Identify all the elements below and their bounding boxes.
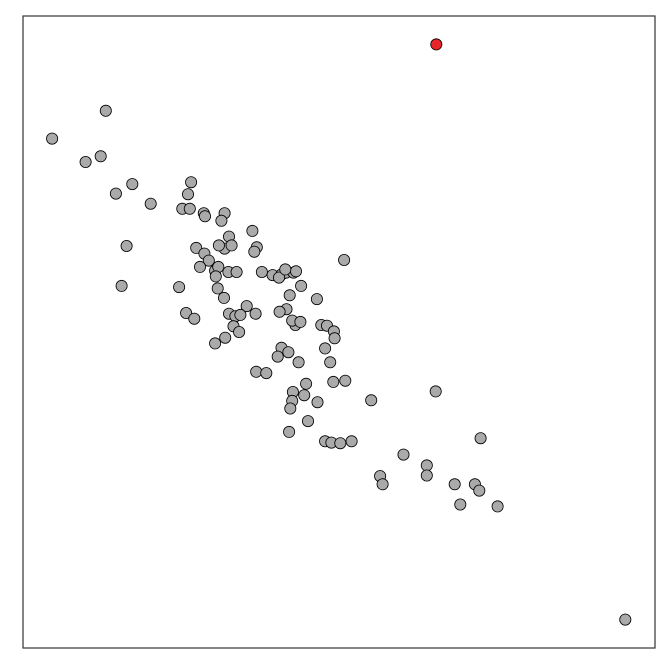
scatter-point <box>319 342 332 355</box>
scatter-point <box>183 202 196 215</box>
scatter-point <box>120 239 133 252</box>
scatter-point <box>198 210 211 223</box>
scatter-point <box>454 498 467 511</box>
scatter-point <box>294 315 307 328</box>
scatter-point <box>301 415 314 428</box>
scatter-point <box>271 350 284 363</box>
scatter-point <box>289 265 302 278</box>
scatter-point <box>284 402 297 415</box>
scatter-point <box>246 224 259 237</box>
scatter-point <box>202 254 215 267</box>
scatter-point <box>429 385 442 398</box>
scatter-point <box>230 265 243 278</box>
scatter-point <box>212 239 225 252</box>
scatter-point <box>345 435 358 448</box>
scatter-point <box>99 104 112 117</box>
scatter-point <box>397 448 410 461</box>
scatter-point <box>338 253 351 266</box>
scatter-point <box>209 270 222 283</box>
scatter-point <box>273 305 286 318</box>
scatter-point <box>448 478 461 491</box>
scatter-point <box>249 307 262 320</box>
scatter-point <box>474 432 487 445</box>
scatter-point <box>219 331 232 344</box>
scatter-point <box>217 291 230 304</box>
scatter-point <box>46 132 59 145</box>
scatter-point <box>240 300 253 313</box>
scatter-point <box>491 500 504 513</box>
scatter-point <box>283 425 296 438</box>
points-layer <box>46 38 632 626</box>
scatter-point <box>215 214 228 227</box>
scatter-point <box>473 484 486 497</box>
scatter-point <box>115 279 128 292</box>
scatter-point <box>365 394 378 407</box>
scatter-point <box>234 308 247 321</box>
scatter-point <box>283 289 296 302</box>
scatter-point <box>209 337 222 350</box>
scatter-point <box>279 263 292 276</box>
scatter-point <box>255 265 268 278</box>
scatter-point <box>311 396 324 409</box>
scatter-point <box>79 155 92 168</box>
scatter-point <box>188 312 201 325</box>
scatter-point <box>328 332 341 345</box>
scatter-point <box>250 365 263 378</box>
scatter-point <box>310 293 323 306</box>
scatter-point <box>248 245 261 258</box>
scatter-point <box>185 176 198 189</box>
scatter-point <box>260 367 273 380</box>
scatter-point <box>420 459 433 472</box>
scatter-point <box>292 356 305 369</box>
scatter-point <box>339 374 352 387</box>
scatter-point <box>233 325 246 338</box>
scatter-point <box>295 279 308 292</box>
scatter-point <box>334 437 347 450</box>
scatter-point <box>619 613 632 626</box>
scatter-point <box>126 178 139 191</box>
scatter-point <box>376 478 389 491</box>
scatter-point <box>180 306 193 319</box>
scatter-point <box>327 375 340 388</box>
scatter-point <box>225 239 238 252</box>
scatter-point <box>109 187 122 200</box>
scatter-point <box>420 469 433 482</box>
scatter-point <box>282 346 295 359</box>
scatter-point <box>211 282 224 295</box>
scatter-point <box>324 356 337 369</box>
scatter-point <box>272 271 285 284</box>
scatter-point <box>181 188 194 201</box>
scatter-point <box>94 150 107 163</box>
scatter-point <box>193 260 206 273</box>
scatter-point <box>190 241 203 254</box>
scatter-point <box>144 197 157 210</box>
scatter-point <box>173 281 186 294</box>
scatter-point <box>298 389 311 402</box>
scatter-point <box>300 377 313 390</box>
highlighted-point <box>430 38 443 51</box>
